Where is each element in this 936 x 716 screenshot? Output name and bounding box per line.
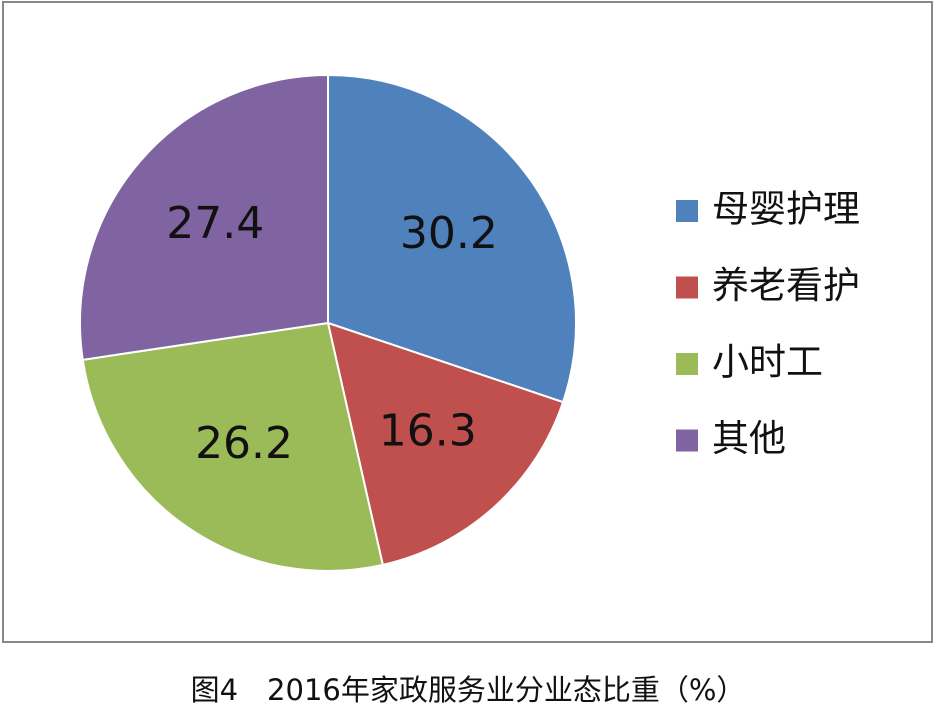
legend-swatch — [676, 276, 698, 299]
legend-swatch — [676, 353, 698, 375]
data-label: 26.2 — [195, 418, 293, 469]
legend-label: 其他 — [712, 417, 786, 460]
legend-label: 小时工 — [712, 341, 823, 384]
data-label: 27.4 — [166, 198, 264, 249]
legend-label: 养老看护 — [712, 264, 860, 307]
data-label: 30.2 — [400, 208, 498, 259]
pie-slice — [79, 73, 329, 361]
legend-swatch — [676, 429, 698, 452]
pie-slice — [327, 73, 577, 404]
pie-slice — [81, 321, 385, 572]
legend-swatch — [676, 200, 698, 222]
data-label: 16.3 — [379, 405, 477, 456]
legend-label: 母婴护理 — [712, 188, 860, 231]
pie-slice — [326, 321, 565, 567]
chart-title: 图4 2016年家政服务业分业态比重（%） — [191, 673, 746, 707]
